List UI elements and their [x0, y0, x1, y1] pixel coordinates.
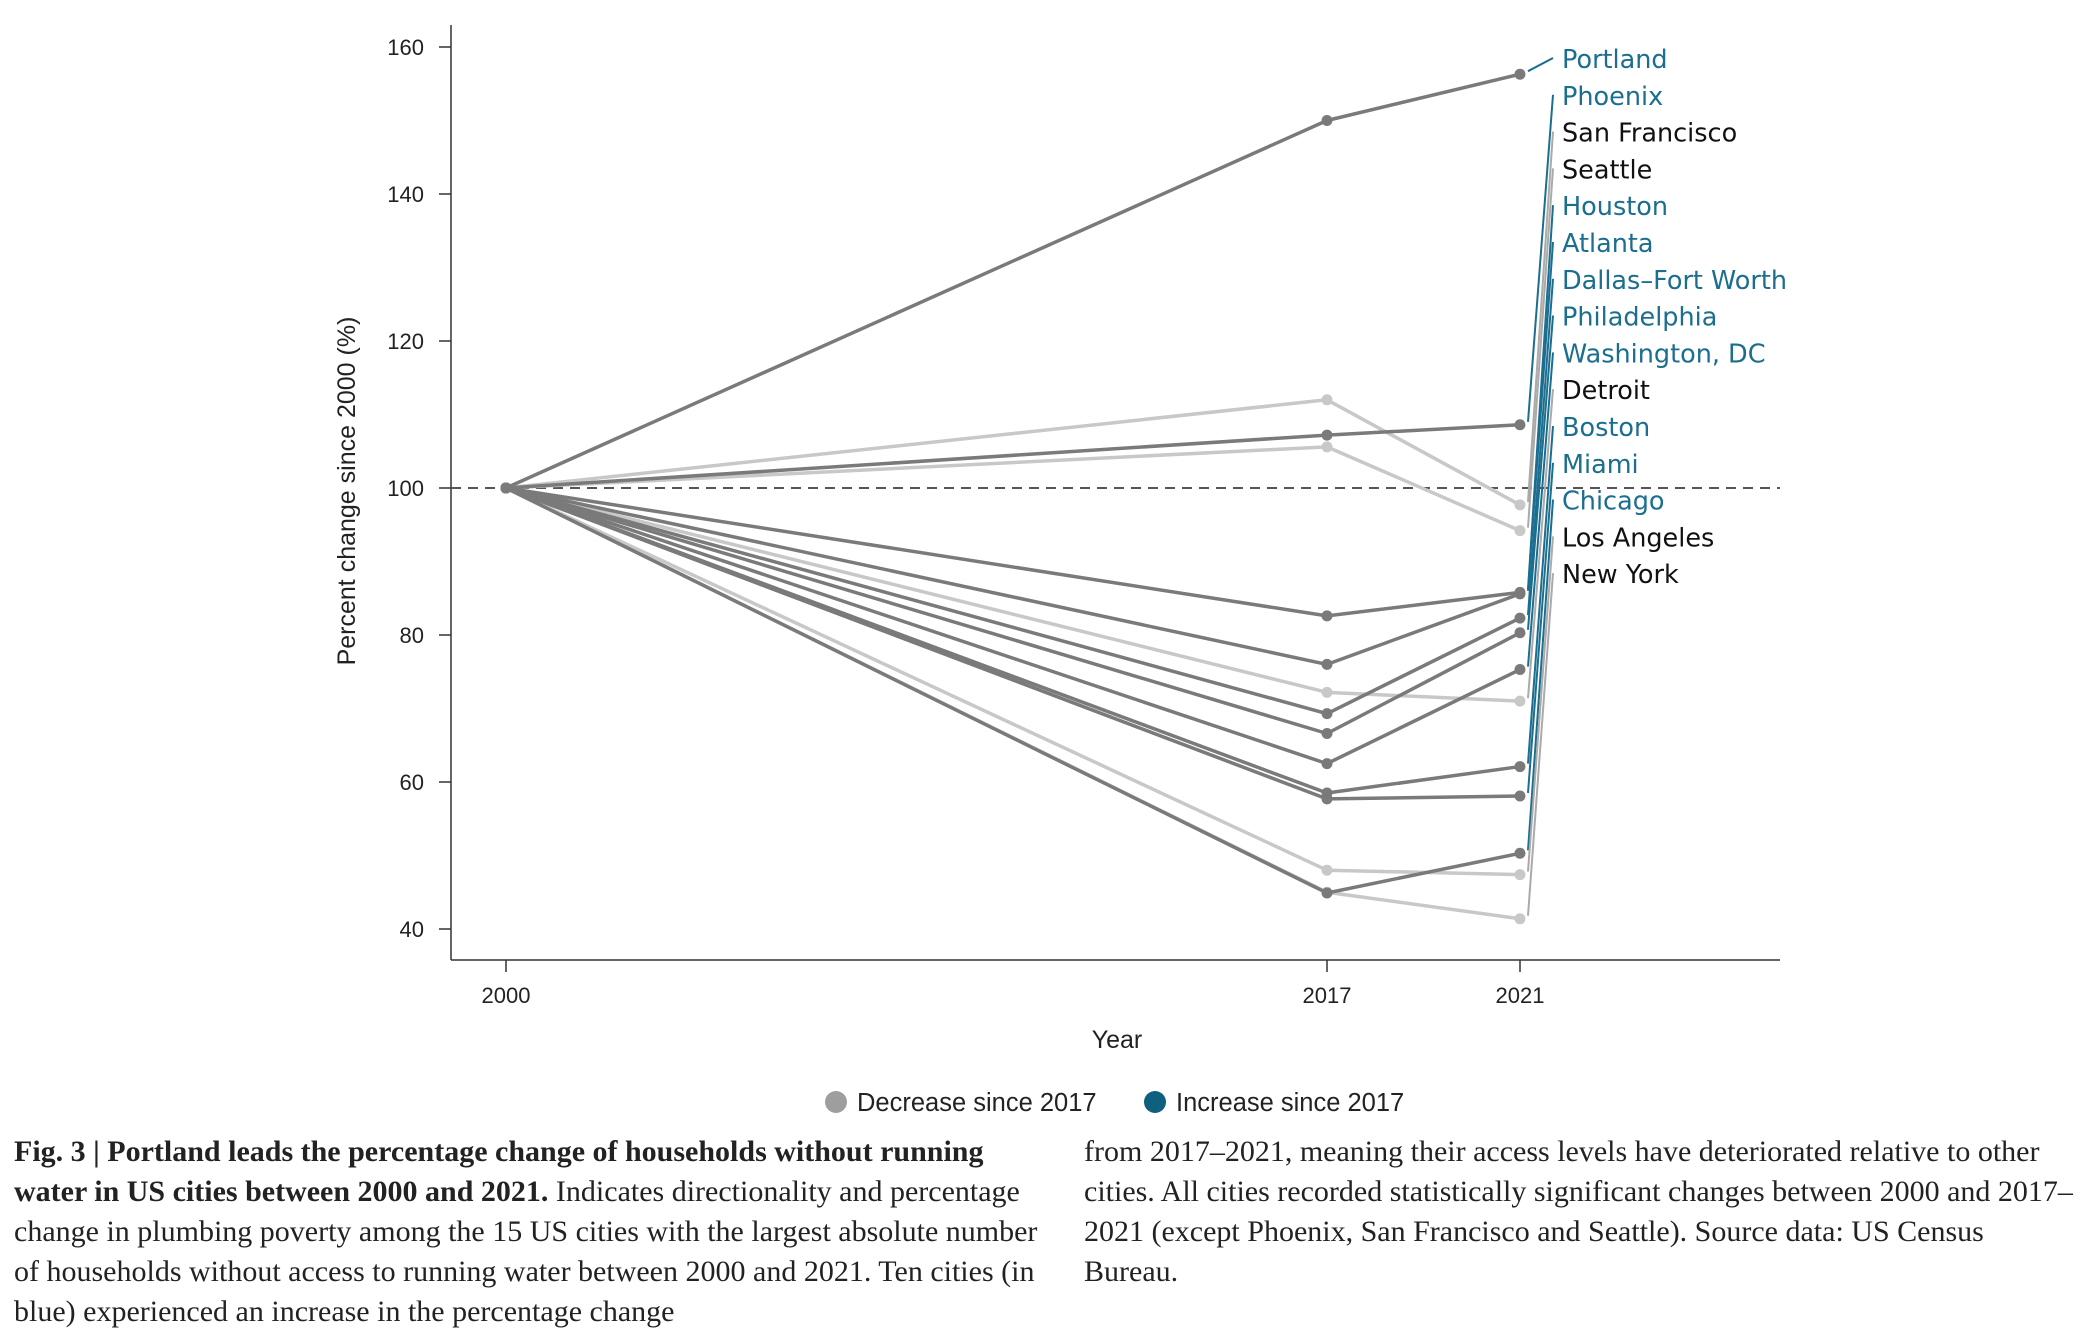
- series-line-portland: [505, 72, 1521, 490]
- data-point-portland: [1321, 115, 1333, 126]
- y-tick-label: 80: [400, 623, 424, 648]
- data-point-houston: [1321, 610, 1333, 622]
- y-axis-title: Percent change since 2000 (%): [333, 317, 361, 666]
- series-label-dallas-fort-worth: Dallas–Fort Worth: [1562, 266, 1787, 296]
- series-line-new-york: [505, 486, 1521, 921]
- data-point-philadelphia: [1321, 727, 1333, 739]
- leader-line-philadelphia: [1527, 315, 1554, 630]
- caption-body-right: from 2017–2021, meaning their access lev…: [1084, 1135, 2073, 1288]
- leader-line-boston: [1527, 425, 1554, 764]
- data-point-dallas-fort-worth: [1321, 708, 1333, 720]
- data-point-new-york: [1514, 913, 1526, 925]
- caption-title: Portland leads the percentage change of …: [14, 1135, 984, 1208]
- leader-line-los-angeles: [1527, 536, 1554, 872]
- series-label-houston: Houston: [1562, 192, 1668, 222]
- series-label-washington-dc: Washington, DC: [1562, 339, 1766, 369]
- leader-line-san-francisco: [1527, 131, 1554, 502]
- data-point-seattle: [1321, 441, 1333, 453]
- series-label-atlanta: Atlanta: [1562, 229, 1654, 259]
- y-tick-label: 120: [387, 329, 424, 354]
- y-tick-label: 160: [387, 35, 424, 60]
- data-point-philadelphia: [1514, 627, 1526, 639]
- series-line-chicago: [505, 486, 1521, 895]
- leader-line-portland: [1527, 57, 1554, 73]
- caption-body-left: Indicates directionality and percentage …: [14, 1175, 1038, 1328]
- leader-line-miami: [1527, 462, 1554, 794]
- series-lines: [500, 68, 1526, 925]
- legend-increase-marker: [1144, 1091, 1166, 1113]
- y-tick-label: 100: [387, 476, 424, 501]
- legend-increase-label: Increase since 2017: [1176, 1089, 1404, 1117]
- data-point-washington-dc: [1514, 664, 1526, 676]
- caption-fig-label: Fig. 3 |: [14, 1135, 108, 1168]
- data-point-washington-dc: [1321, 758, 1333, 770]
- y-tick-label: 40: [400, 917, 424, 942]
- caption-left-column: Fig. 3 | Portland leads the percentage c…: [14, 1132, 1044, 1332]
- axes: 40 60 80 100 120 140 160 2000 2017 2021: [387, 25, 1780, 1008]
- series-label-phoenix: Phoenix: [1562, 82, 1663, 112]
- data-point-detroit: [1321, 686, 1333, 698]
- data-point-boston: [1514, 761, 1526, 773]
- leader-line-atlanta: [1527, 241, 1554, 591]
- series-label-san-francisco: San Francisco: [1562, 119, 1737, 149]
- x-tick-label: 2021: [1496, 983, 1545, 1008]
- series-label-miami: Miami: [1562, 450, 1639, 480]
- leader-line-dallas-fort-worth: [1527, 278, 1554, 616]
- series-label-detroit: Detroit: [1562, 376, 1650, 406]
- data-point-miami: [1321, 793, 1333, 805]
- series-labels: Portland Phoenix San Francisco Seattle Houst…: [1527, 45, 1787, 916]
- data-point-seattle: [1514, 525, 1526, 537]
- legend-decrease-label: Decrease since 2017: [857, 1089, 1097, 1117]
- leader-line-detroit: [1527, 389, 1554, 699]
- leader-line-seattle: [1527, 168, 1554, 528]
- legend: Decrease since 2017 Increase since 2017: [825, 1089, 1404, 1117]
- data-point-portland: [1514, 68, 1526, 80]
- data-point-los-angeles: [1514, 869, 1526, 881]
- series-label-boston: Boston: [1562, 413, 1650, 443]
- leader-line-chicago: [1527, 499, 1554, 851]
- x-axis-title: Year: [1092, 1026, 1143, 1054]
- series-label-portland: Portland: [1562, 45, 1668, 75]
- data-point-los-angeles: [1321, 864, 1333, 876]
- data-point-chicago: [1321, 887, 1333, 899]
- series-label-chicago: Chicago: [1562, 487, 1665, 517]
- y-tick-label: 60: [400, 770, 424, 795]
- legend-decrease-marker: [825, 1091, 847, 1113]
- series-label-seattle: Seattle: [1562, 155, 1652, 185]
- data-point-atlanta: [1514, 588, 1526, 600]
- series-label-philadelphia: Philadelphia: [1562, 303, 1717, 333]
- data-point-san-francisco: [1321, 394, 1333, 406]
- x-tick-label: 2017: [1303, 983, 1352, 1008]
- caption-right-column: from 2017–2021, meaning their access lev…: [1084, 1132, 2074, 1292]
- data-point-chicago: [500, 482, 512, 494]
- series-label-new-york: New York: [1562, 560, 1679, 590]
- figure-caption: Fig. 3 | Portland leads the percentage c…: [14, 1132, 2074, 1332]
- y-tick-label: 140: [387, 182, 424, 207]
- leader-line-washington-dc: [1527, 352, 1554, 667]
- data-point-dallas-fort-worth: [1514, 612, 1526, 624]
- data-point-san-francisco: [1514, 499, 1526, 511]
- data-point-phoenix: [1321, 429, 1333, 441]
- series-line-san-francisco: [505, 398, 1521, 507]
- data-point-atlanta: [1321, 658, 1333, 670]
- leader-line-phoenix: [1527, 94, 1554, 422]
- series-label-los-angeles: Los Angeles: [1562, 523, 1714, 553]
- data-point-miami: [1514, 790, 1526, 802]
- data-point-chicago: [1514, 847, 1526, 859]
- data-point-detroit: [1514, 695, 1526, 707]
- x-tick-label: 2000: [482, 983, 531, 1008]
- data-point-phoenix: [1514, 419, 1526, 431]
- leader-line-new-york: [1527, 573, 1554, 916]
